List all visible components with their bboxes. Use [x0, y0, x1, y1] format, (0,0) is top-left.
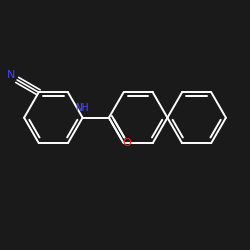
Text: NH: NH	[75, 103, 88, 113]
Text: N: N	[7, 70, 15, 80]
Text: O: O	[122, 138, 131, 148]
